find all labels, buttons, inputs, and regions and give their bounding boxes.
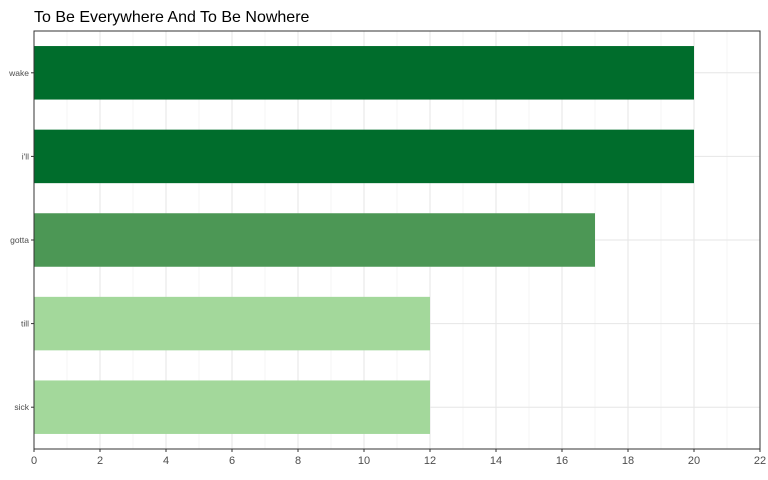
- axes: wake i'll gotta till sick 0 2 4 6 8 10 12 14 16 18 20 22: [8, 30, 766, 467]
- x-tick-label: 20: [688, 455, 700, 467]
- x-tick-label: 2: [97, 455, 103, 467]
- bar-gotta: [34, 213, 595, 267]
- plot-panel-border: [33, 30, 761, 450]
- x-tick-label: 0: [31, 455, 37, 467]
- x-tick-label: 6: [229, 455, 235, 467]
- bar-i-ll: [34, 129, 694, 184]
- x-tick-label: 16: [556, 455, 568, 467]
- bar-till: [34, 296, 430, 351]
- x-tick-label: 4: [163, 455, 169, 467]
- x-tick-label: 18: [622, 455, 634, 467]
- category-label: till: [21, 319, 29, 329]
- x-tick-label: 14: [490, 455, 502, 467]
- bar-sick: [34, 380, 430, 434]
- category-label: wake: [8, 68, 29, 78]
- x-tick-label: 8: [295, 455, 301, 467]
- chart-title: To Be Everywhere And To Be Nowhere: [34, 9, 310, 26]
- x-tick-label: 22: [754, 455, 766, 467]
- bars: [34, 46, 694, 434]
- category-label: gotta: [10, 235, 29, 245]
- x-tick-label: 10: [358, 455, 370, 467]
- category-label: sick: [14, 402, 29, 412]
- category-label: i'll: [22, 151, 29, 161]
- bar-wake: [34, 46, 694, 100]
- x-tick-label: 12: [424, 455, 436, 467]
